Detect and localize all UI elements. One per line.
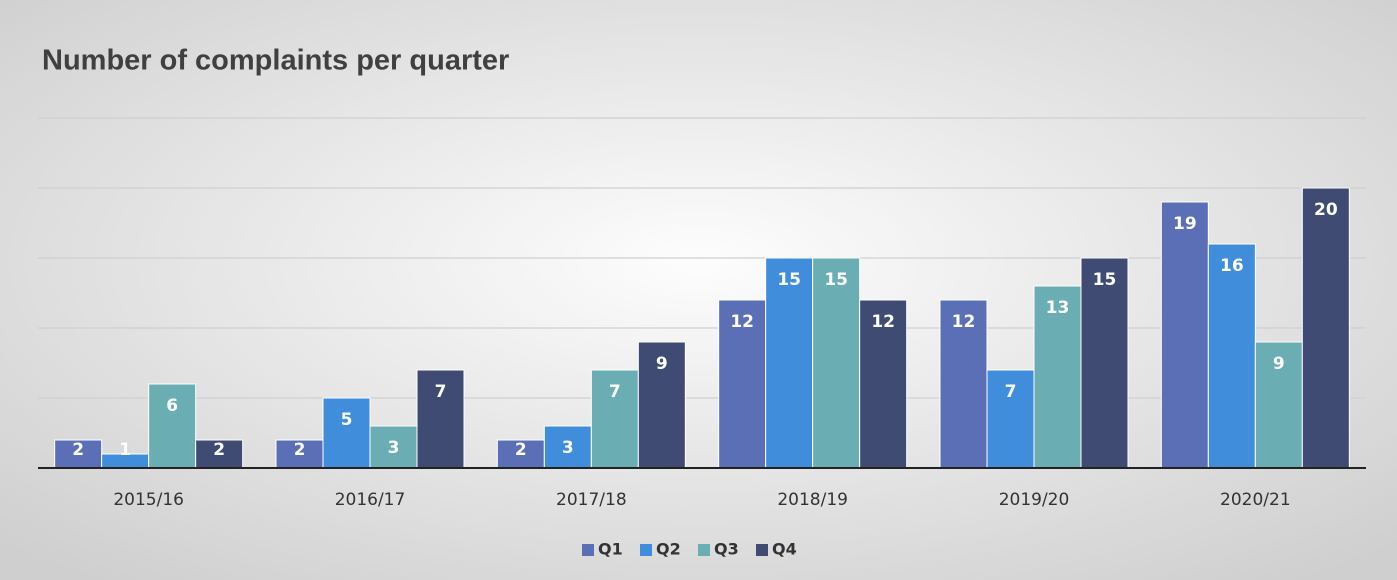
legend-label: Q4 bbox=[772, 540, 797, 559]
bar bbox=[590, 369, 639, 469]
data-label: 15 bbox=[777, 270, 801, 290]
legend-swatch bbox=[698, 544, 710, 556]
chart-title: Number of complaints per quarter bbox=[42, 45, 509, 77]
data-label: 9 bbox=[656, 354, 668, 374]
data-label: 20 bbox=[1314, 200, 1338, 220]
bar bbox=[275, 439, 324, 469]
bar bbox=[637, 341, 686, 469]
legend-label: Q1 bbox=[598, 540, 623, 559]
data-label: 12 bbox=[730, 312, 754, 332]
x-tick-label: 2017/18 bbox=[556, 490, 627, 510]
data-label: 16 bbox=[1220, 256, 1244, 276]
data-label: 12 bbox=[871, 312, 895, 332]
data-label: 12 bbox=[952, 312, 976, 332]
bar bbox=[496, 439, 545, 469]
data-label: 15 bbox=[1093, 270, 1117, 290]
data-label: 9 bbox=[1273, 354, 1285, 374]
bar bbox=[1160, 201, 1209, 469]
data-label: 6 bbox=[166, 396, 178, 416]
data-label: 15 bbox=[824, 270, 848, 290]
bar bbox=[986, 369, 1035, 469]
data-label: 7 bbox=[1005, 382, 1017, 402]
x-tick-label: 2020/21 bbox=[1220, 490, 1291, 510]
data-label: 19 bbox=[1173, 214, 1197, 234]
legend-swatch bbox=[582, 544, 594, 556]
bar bbox=[148, 383, 197, 469]
bar bbox=[1301, 187, 1350, 469]
legend-label: Q2 bbox=[656, 540, 681, 559]
legend-label: Q3 bbox=[714, 540, 739, 559]
x-tick-label: 2019/20 bbox=[999, 490, 1070, 510]
x-tick-label: 2015/16 bbox=[113, 490, 184, 510]
data-label: 3 bbox=[388, 438, 400, 458]
x-tick-label: 2016/17 bbox=[335, 490, 406, 510]
legend-swatch bbox=[640, 544, 652, 556]
bar bbox=[1207, 243, 1256, 469]
data-label: 2 bbox=[213, 440, 225, 460]
bar bbox=[322, 397, 371, 469]
data-label: 2 bbox=[515, 440, 527, 460]
bar bbox=[718, 299, 767, 469]
data-label: 5 bbox=[341, 410, 353, 430]
data-label: 7 bbox=[609, 382, 621, 402]
data-label: 2 bbox=[72, 440, 84, 460]
data-label: 1 bbox=[119, 440, 131, 460]
bar bbox=[1033, 285, 1082, 469]
bar bbox=[1080, 257, 1129, 469]
data-label: 2 bbox=[294, 440, 306, 460]
x-tick-label: 2018/19 bbox=[777, 490, 848, 510]
data-label: 7 bbox=[435, 382, 447, 402]
legend-swatch bbox=[756, 544, 768, 556]
data-label: 3 bbox=[562, 438, 574, 458]
data-label: 13 bbox=[1046, 298, 1070, 318]
bar bbox=[765, 257, 814, 469]
